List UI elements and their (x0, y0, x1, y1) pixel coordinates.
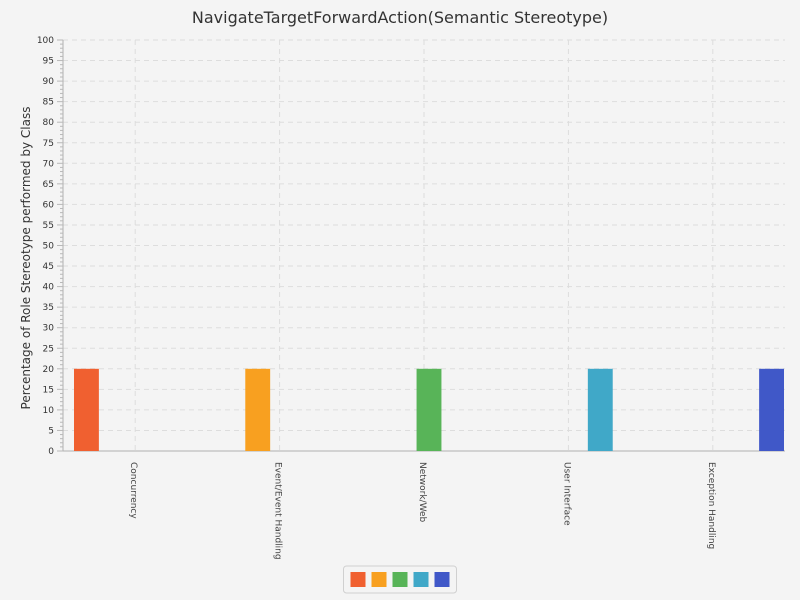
y-tick-label: 25 (43, 344, 54, 354)
y-tick-labels: 0 5 10 15 20 25 30 35 40 45 50 55 60 65 70 75 80 85 90 95 10… (37, 36, 54, 457)
legend-swatch (413, 572, 429, 587)
x-tick-label: Event/Event Handling (273, 462, 283, 560)
y-tick-label: 20 (43, 365, 55, 375)
x-tick-labels: Concurrency Event/Event Handling Network/W… (128, 462, 716, 560)
y-tick-label: 95 (43, 57, 54, 67)
y-tick-label: 60 (43, 200, 55, 210)
y-tick-label: 80 (43, 118, 55, 128)
y-tick-label: 50 (43, 242, 55, 252)
y-tick-label: 85 (43, 98, 54, 108)
x-tick-label: Exception Handling (706, 462, 716, 549)
y-tick-label: 0 (48, 447, 54, 457)
chart-title: NavigateTargetForwardAction(Semantic Ste… (192, 8, 608, 27)
y-axis-label: Percentage of Role Stereotype performed … (19, 107, 33, 410)
bar (245, 368, 271, 451)
y-tick-label: 10 (43, 406, 55, 416)
bar (74, 368, 99, 451)
x-tick-label: Network/Web (417, 462, 427, 523)
x-tick-label: User Interface (561, 462, 571, 526)
bars (74, 368, 784, 451)
y-tick-label: 100 (37, 36, 54, 46)
y-tick-label: 45 (43, 262, 54, 272)
bar (759, 368, 784, 451)
y-tick-label: 75 (43, 139, 54, 149)
legend-swatch (392, 572, 408, 587)
y-tick-label: 55 (43, 221, 54, 231)
legend-swatch (371, 572, 387, 587)
bar (587, 368, 613, 451)
grid-lines (63, 39, 785, 451)
y-tick-label: 5 (48, 426, 54, 436)
legend-swatch (350, 572, 366, 587)
legend-swatch (434, 572, 450, 587)
y-tick-label: 35 (43, 303, 54, 313)
y-tick-label: 15 (43, 385, 54, 395)
legend (343, 565, 457, 594)
y-tick-label: 65 (43, 180, 54, 190)
y-tick-label: 30 (43, 324, 55, 334)
x-tick-label: Concurrency (128, 462, 138, 519)
y-tick-label: 90 (43, 77, 55, 87)
y-tick-label: 40 (43, 283, 55, 293)
bar (416, 368, 442, 451)
y-tick-label: 70 (43, 159, 55, 169)
